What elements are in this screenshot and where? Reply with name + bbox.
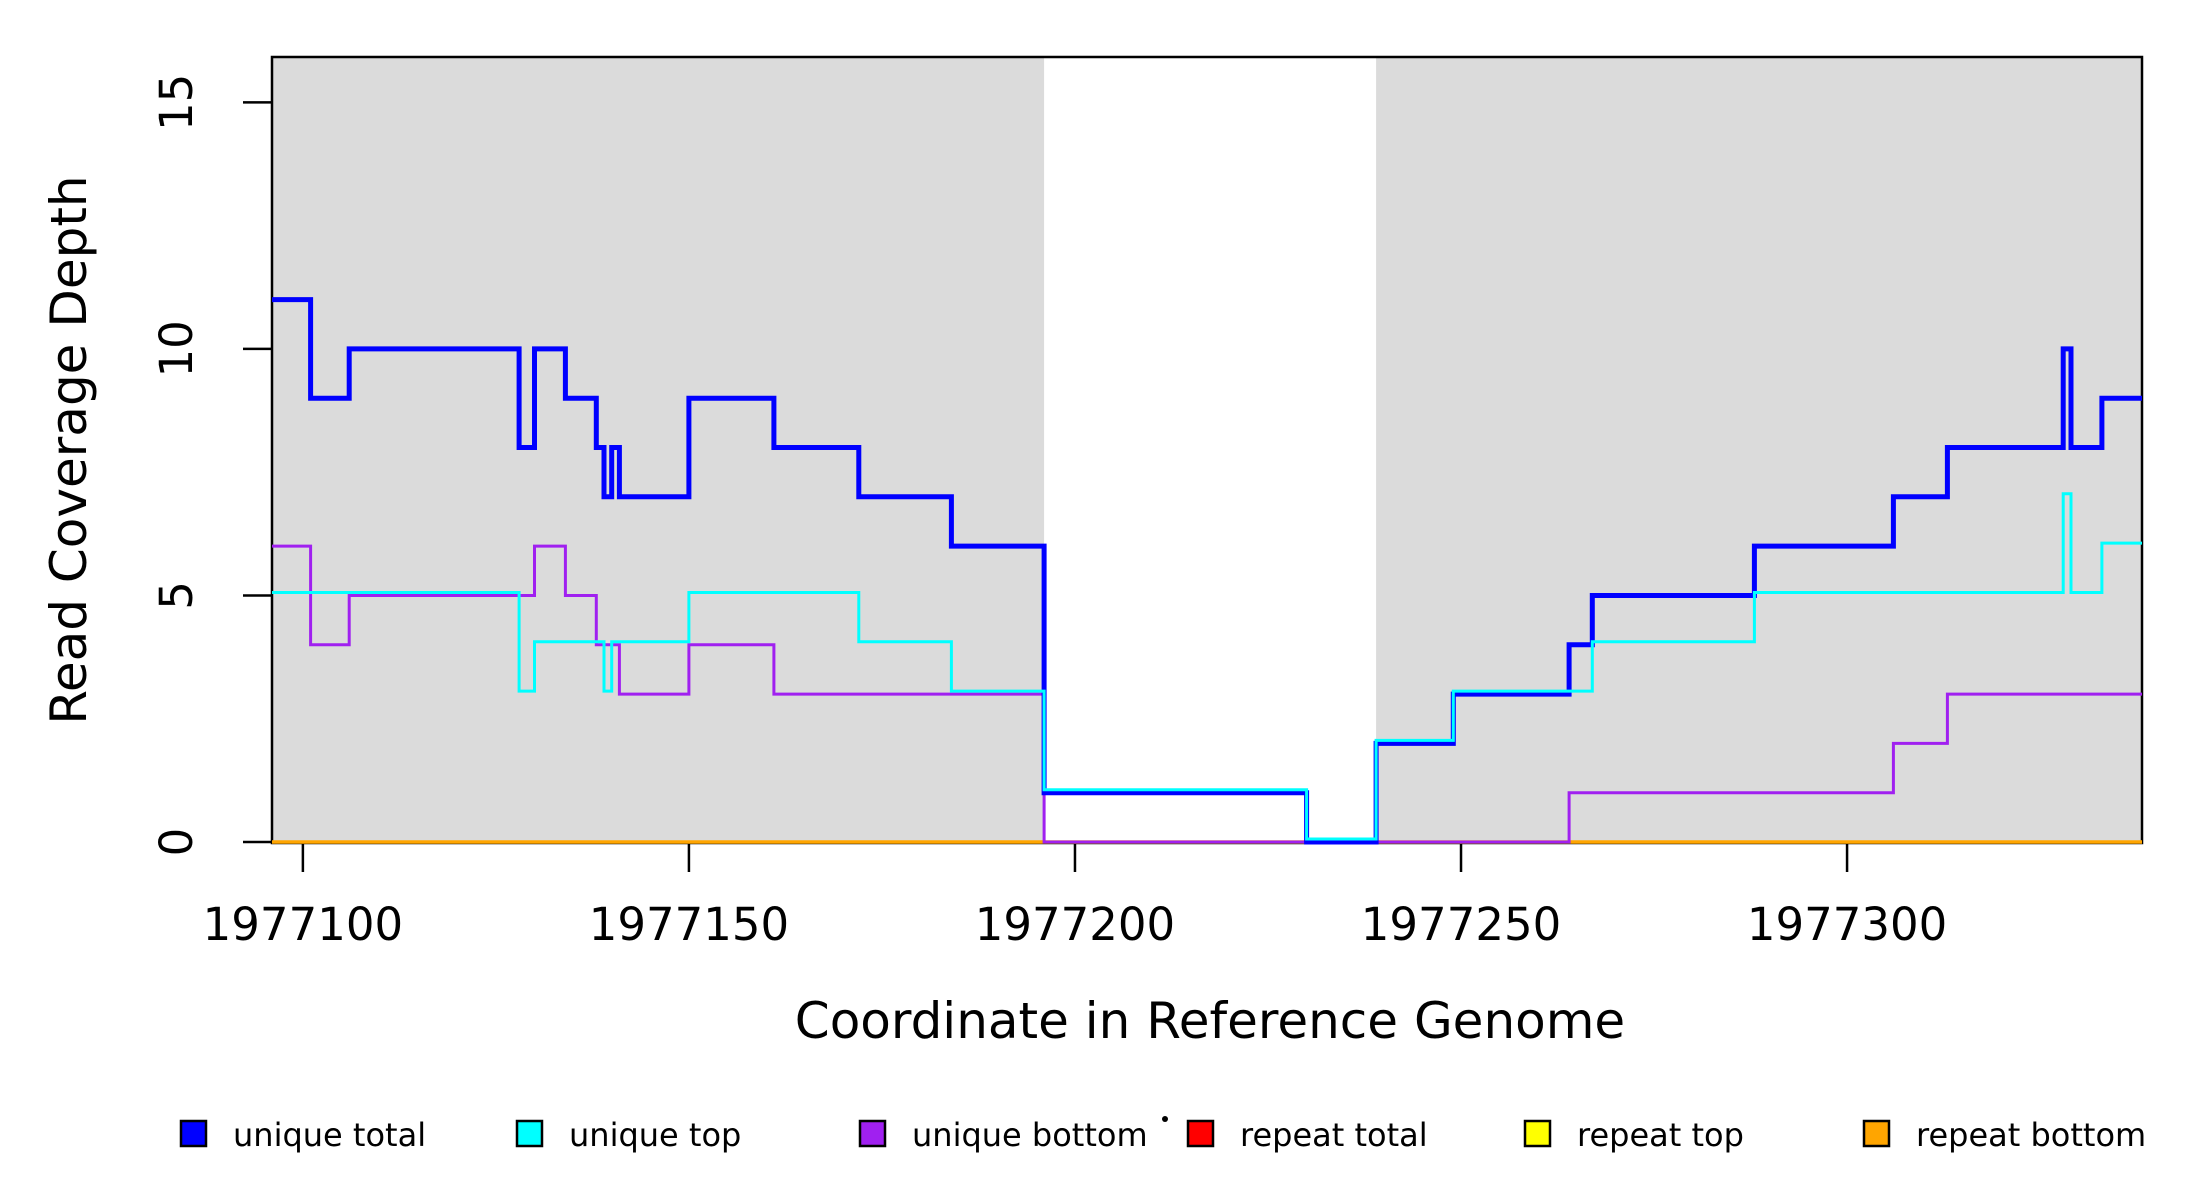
series-path-unique-bottom: [272, 544, 2142, 844]
x-axis-tick-label: 1977200: [975, 898, 1175, 951]
y-axis-tick-label: 0: [150, 828, 203, 857]
legend-swatch-repeat-total: [1186, 1119, 1215, 1148]
y-axis-tick-label: 15: [150, 74, 203, 131]
legend-artifact-dot: [1162, 1116, 1168, 1122]
x-axis-tick-label: 1977150: [589, 898, 789, 951]
legend-swatch-unique-total: [179, 1119, 208, 1148]
x-axis-title: Coordinate in Reference Genome: [795, 992, 1625, 1050]
y-axis-tick-label: 5: [150, 581, 203, 610]
x-axis-tick-label: 1977100: [203, 898, 403, 951]
legend-label-repeat-bottom: repeat bottom: [1916, 1116, 2146, 1154]
legend-label-unique-top: unique top: [569, 1116, 741, 1154]
legend-label-repeat-total: repeat total: [1240, 1116, 1428, 1154]
legend-swatch-repeat-bottom: [1862, 1119, 1891, 1148]
y-axis-tick-label: 10: [150, 320, 203, 377]
y-axis-title: Read Coverage Depth: [40, 175, 98, 724]
series-path-unique-top: [272, 492, 2142, 841]
legend-swatch-unique-bottom: [858, 1119, 887, 1148]
x-axis-tick-label: 1977250: [1361, 898, 1561, 951]
legend-label-unique-bottom: unique bottom: [912, 1116, 1148, 1154]
legend-label-unique-total: unique total: [233, 1116, 426, 1154]
legend-label-repeat-top: repeat top: [1577, 1116, 1744, 1154]
x-axis-tick-label: 1977300: [1747, 898, 1947, 951]
series-path-unique-total: [272, 297, 2142, 845]
shaded-region-1: [272, 57, 1045, 843]
legend-swatch-repeat-top: [1523, 1119, 1552, 1148]
legend-swatch-unique-top: [515, 1119, 544, 1148]
